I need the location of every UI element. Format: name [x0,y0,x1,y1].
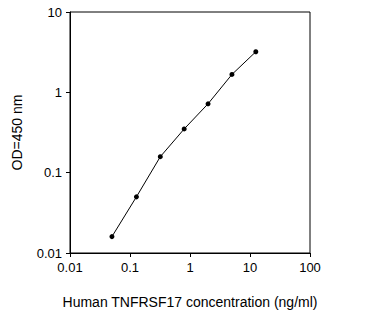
svg-text:1: 1 [186,260,193,275]
svg-text:0.01: 0.01 [37,246,62,261]
svg-text:OD=450 nm: OD=450 nm [9,95,25,171]
svg-text:0.01: 0.01 [57,260,82,275]
svg-text:10: 10 [243,260,257,275]
svg-text:0.1: 0.1 [44,165,62,180]
svg-text:1: 1 [55,85,62,100]
svg-text:100: 100 [299,260,321,275]
svg-text:Human TNFRSF17 concentration (: Human TNFRSF17 concentration (ng/ml) [63,294,318,310]
svg-text:10: 10 [48,5,62,20]
svg-text:0.1: 0.1 [121,260,139,275]
